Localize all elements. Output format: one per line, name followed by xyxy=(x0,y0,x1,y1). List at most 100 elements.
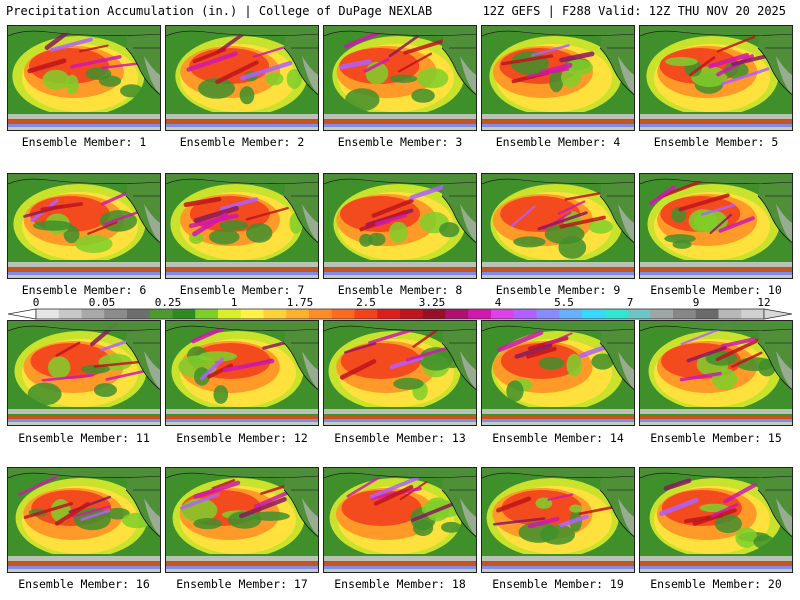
ensemble-map-panel xyxy=(165,173,319,279)
ensemble-member-caption: Ensemble Member: 16 xyxy=(18,577,150,591)
ensemble-member-caption: Ensemble Member: 11 xyxy=(18,431,150,445)
colorbar-segment xyxy=(377,309,401,319)
colorbar-segment xyxy=(604,309,628,319)
colorbar-tick-label: 1 xyxy=(230,296,238,309)
colorbar-segment xyxy=(58,309,82,319)
colorbar-tick-label: 12 xyxy=(757,296,771,309)
colorbar-tick-label: 4 xyxy=(494,296,502,309)
ensemble-map-panel xyxy=(7,320,161,426)
ensemble-map-panel xyxy=(7,25,161,131)
colorbar-segment xyxy=(263,309,287,319)
ensemble-member-caption: Ensemble Member: 4 xyxy=(495,135,621,149)
precip-map xyxy=(166,321,318,425)
colorbar-high-cap xyxy=(763,308,793,320)
colorbar-segment xyxy=(127,309,151,319)
ensemble-member-caption: Ensemble Member: 3 xyxy=(337,135,463,149)
ensemble-member-caption: Ensemble Member: 8 xyxy=(337,283,463,297)
precip-map xyxy=(324,468,476,572)
colorbar-segment xyxy=(286,309,310,319)
colorbar-segment xyxy=(673,309,697,319)
colorbar-segment xyxy=(195,309,219,319)
precip-map xyxy=(640,321,792,425)
colorbar-segment xyxy=(400,309,424,319)
ensemble-map-panel xyxy=(323,173,477,279)
ensemble-map-panel xyxy=(481,25,635,131)
precip-map xyxy=(166,174,318,278)
ensemble-member-caption: Ensemble Member: 1 xyxy=(21,135,147,149)
colorbar-segment xyxy=(104,309,128,319)
colorbar-segment xyxy=(491,309,515,319)
ensemble-map-panel xyxy=(323,320,477,426)
colorbar-tick-label: 3.25 xyxy=(418,296,446,309)
ensemble-member-caption: Ensemble Member: 2 xyxy=(179,135,305,149)
colorbar-segment xyxy=(422,309,446,319)
ensemble-map-panel xyxy=(323,467,477,573)
colorbar-segment xyxy=(536,309,560,319)
colorbar-tick-label: 0 xyxy=(32,296,40,309)
ensemble-map-panel xyxy=(323,25,477,131)
colorbar-segment xyxy=(149,309,173,319)
ensemble-member-caption: Ensemble Member: 5 xyxy=(653,135,779,149)
ensemble-member-caption: Ensemble Member: 6 xyxy=(21,283,147,297)
ensemble-member-caption: Ensemble Member: 10 xyxy=(650,283,782,297)
colorbar-segment xyxy=(218,309,242,319)
ensemble-map-panel xyxy=(639,320,793,426)
colorbar-segment xyxy=(172,309,196,319)
colorbar-labels: 0 0.05 0.25 1 1.75 2.5 3.25 4 5.5 7 9 12 xyxy=(0,296,800,309)
colorbar-tick-label: 0.05 xyxy=(88,296,116,309)
ensemble-map-panel xyxy=(481,320,635,426)
ensemble-map-panel xyxy=(165,467,319,573)
colorbar-segment xyxy=(445,309,469,319)
ensemble-map-panel xyxy=(481,173,635,279)
ensemble-member-caption: Ensemble Member: 20 xyxy=(650,577,782,591)
precipitation-colorbar xyxy=(7,308,793,320)
colorbar-segment xyxy=(309,309,333,319)
precip-map xyxy=(482,26,634,130)
colorbar-segment xyxy=(81,309,105,319)
ensemble-member-caption: Ensemble Member: 13 xyxy=(334,431,466,445)
precip-map xyxy=(166,468,318,572)
colorbar-segment xyxy=(627,309,651,319)
colorbar-tick-label: 0.25 xyxy=(154,296,182,309)
precip-map xyxy=(482,321,634,425)
map-title: Precipitation Accumulation (in.) | Colle… xyxy=(6,4,433,18)
precip-map xyxy=(324,26,476,130)
ensemble-map-panel xyxy=(639,467,793,573)
ensemble-member-caption: Ensemble Member: 15 xyxy=(650,431,782,445)
colorbar-tick-label: 5.5 xyxy=(554,296,574,309)
ensemble-map-panel xyxy=(481,467,635,573)
colorbar-segment xyxy=(559,309,583,319)
model-run-info: 12Z GEFS | F288 Valid: 12Z THU NOV 20 20… xyxy=(482,4,786,18)
ensemble-map-panel xyxy=(165,25,319,131)
colorbar-segment xyxy=(36,309,60,319)
precip-map xyxy=(8,174,160,278)
colorbar-low-cap xyxy=(7,308,37,320)
ensemble-member-caption: Ensemble Member: 18 xyxy=(334,577,466,591)
precip-map xyxy=(482,174,634,278)
ensemble-map-panel xyxy=(7,173,161,279)
ensemble-map-panel xyxy=(639,25,793,131)
colorbar-segment xyxy=(695,309,719,319)
ensemble-map-panel xyxy=(639,173,793,279)
precip-map xyxy=(324,174,476,278)
colorbar-segment xyxy=(354,309,378,319)
colorbar-tick-label: 7 xyxy=(626,296,634,309)
precip-map xyxy=(8,321,160,425)
colorbar-tick-label: 2.5 xyxy=(356,296,376,309)
colorbar-segment xyxy=(240,309,264,319)
ensemble-member-caption: Ensemble Member: 7 xyxy=(179,283,305,297)
precip-map xyxy=(8,468,160,572)
precip-map xyxy=(8,26,160,130)
precip-map xyxy=(640,26,792,130)
colorbar-segment xyxy=(513,309,537,319)
ensemble-member-caption: Ensemble Member: 19 xyxy=(492,577,624,591)
colorbar-segment xyxy=(718,309,742,319)
ensemble-map-panel xyxy=(165,320,319,426)
ensemble-map-panel xyxy=(7,467,161,573)
ensemble-member-caption: Ensemble Member: 12 xyxy=(176,431,308,445)
colorbar-segment xyxy=(741,309,765,319)
colorbar-segment xyxy=(331,309,355,319)
colorbar-tick-label: 1.75 xyxy=(286,296,314,309)
precip-map xyxy=(482,468,634,572)
ensemble-member-caption: Ensemble Member: 9 xyxy=(495,283,621,297)
